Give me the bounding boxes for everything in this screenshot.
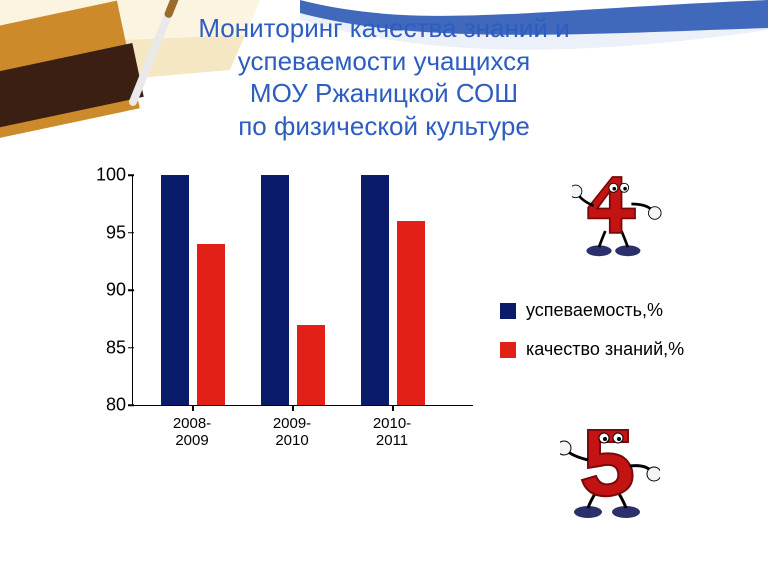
y-tick-mark [128,404,134,406]
y-tick-mark [128,174,134,176]
legend-label: качество знаний,% [526,339,684,360]
y-tick-mark [128,289,134,291]
cartoon-number-5-icon [560,420,660,520]
x-tick-label: 2010-2011 [373,415,411,450]
y-tick-label: 95 [106,222,126,243]
title-line: по физической культуре [0,110,768,143]
title-line: Мониторинг качества знаний и [0,12,768,45]
bar [397,221,425,405]
title-line: МОУ Ржаницкой СОШ [0,77,768,110]
page-title: Мониторинг качества знаний и успеваемост… [0,12,768,142]
bar [361,175,389,405]
bar [261,175,289,405]
legend-label: успеваемость,% [526,300,663,321]
x-tick-mark [292,405,294,411]
y-tick-label: 90 [106,280,126,301]
bar-chart: 808590951002008-20092009-20102010-2011 [82,175,472,455]
legend-item: успеваемость,% [500,300,684,321]
legend-item: качество знаний,% [500,339,684,360]
title-line: успеваемости учащихся [0,45,768,78]
legend-swatch [500,342,516,358]
bar [297,325,325,406]
legend-swatch [500,303,516,319]
bar [161,175,189,405]
plot-area [132,175,473,406]
y-tick-label: 100 [96,165,126,186]
cartoon-number-4-icon [572,168,662,258]
x-tick-mark [192,405,194,411]
bar [197,244,225,405]
legend: успеваемость,% качество знаний,% [500,300,684,378]
y-tick-mark [128,347,134,349]
x-tick-label: 2009-2010 [273,415,311,450]
y-tick-label: 80 [106,395,126,416]
x-tick-label: 2008-2009 [173,415,211,450]
y-tick-mark [128,232,134,234]
y-tick-label: 85 [106,337,126,358]
x-tick-mark [392,405,394,411]
